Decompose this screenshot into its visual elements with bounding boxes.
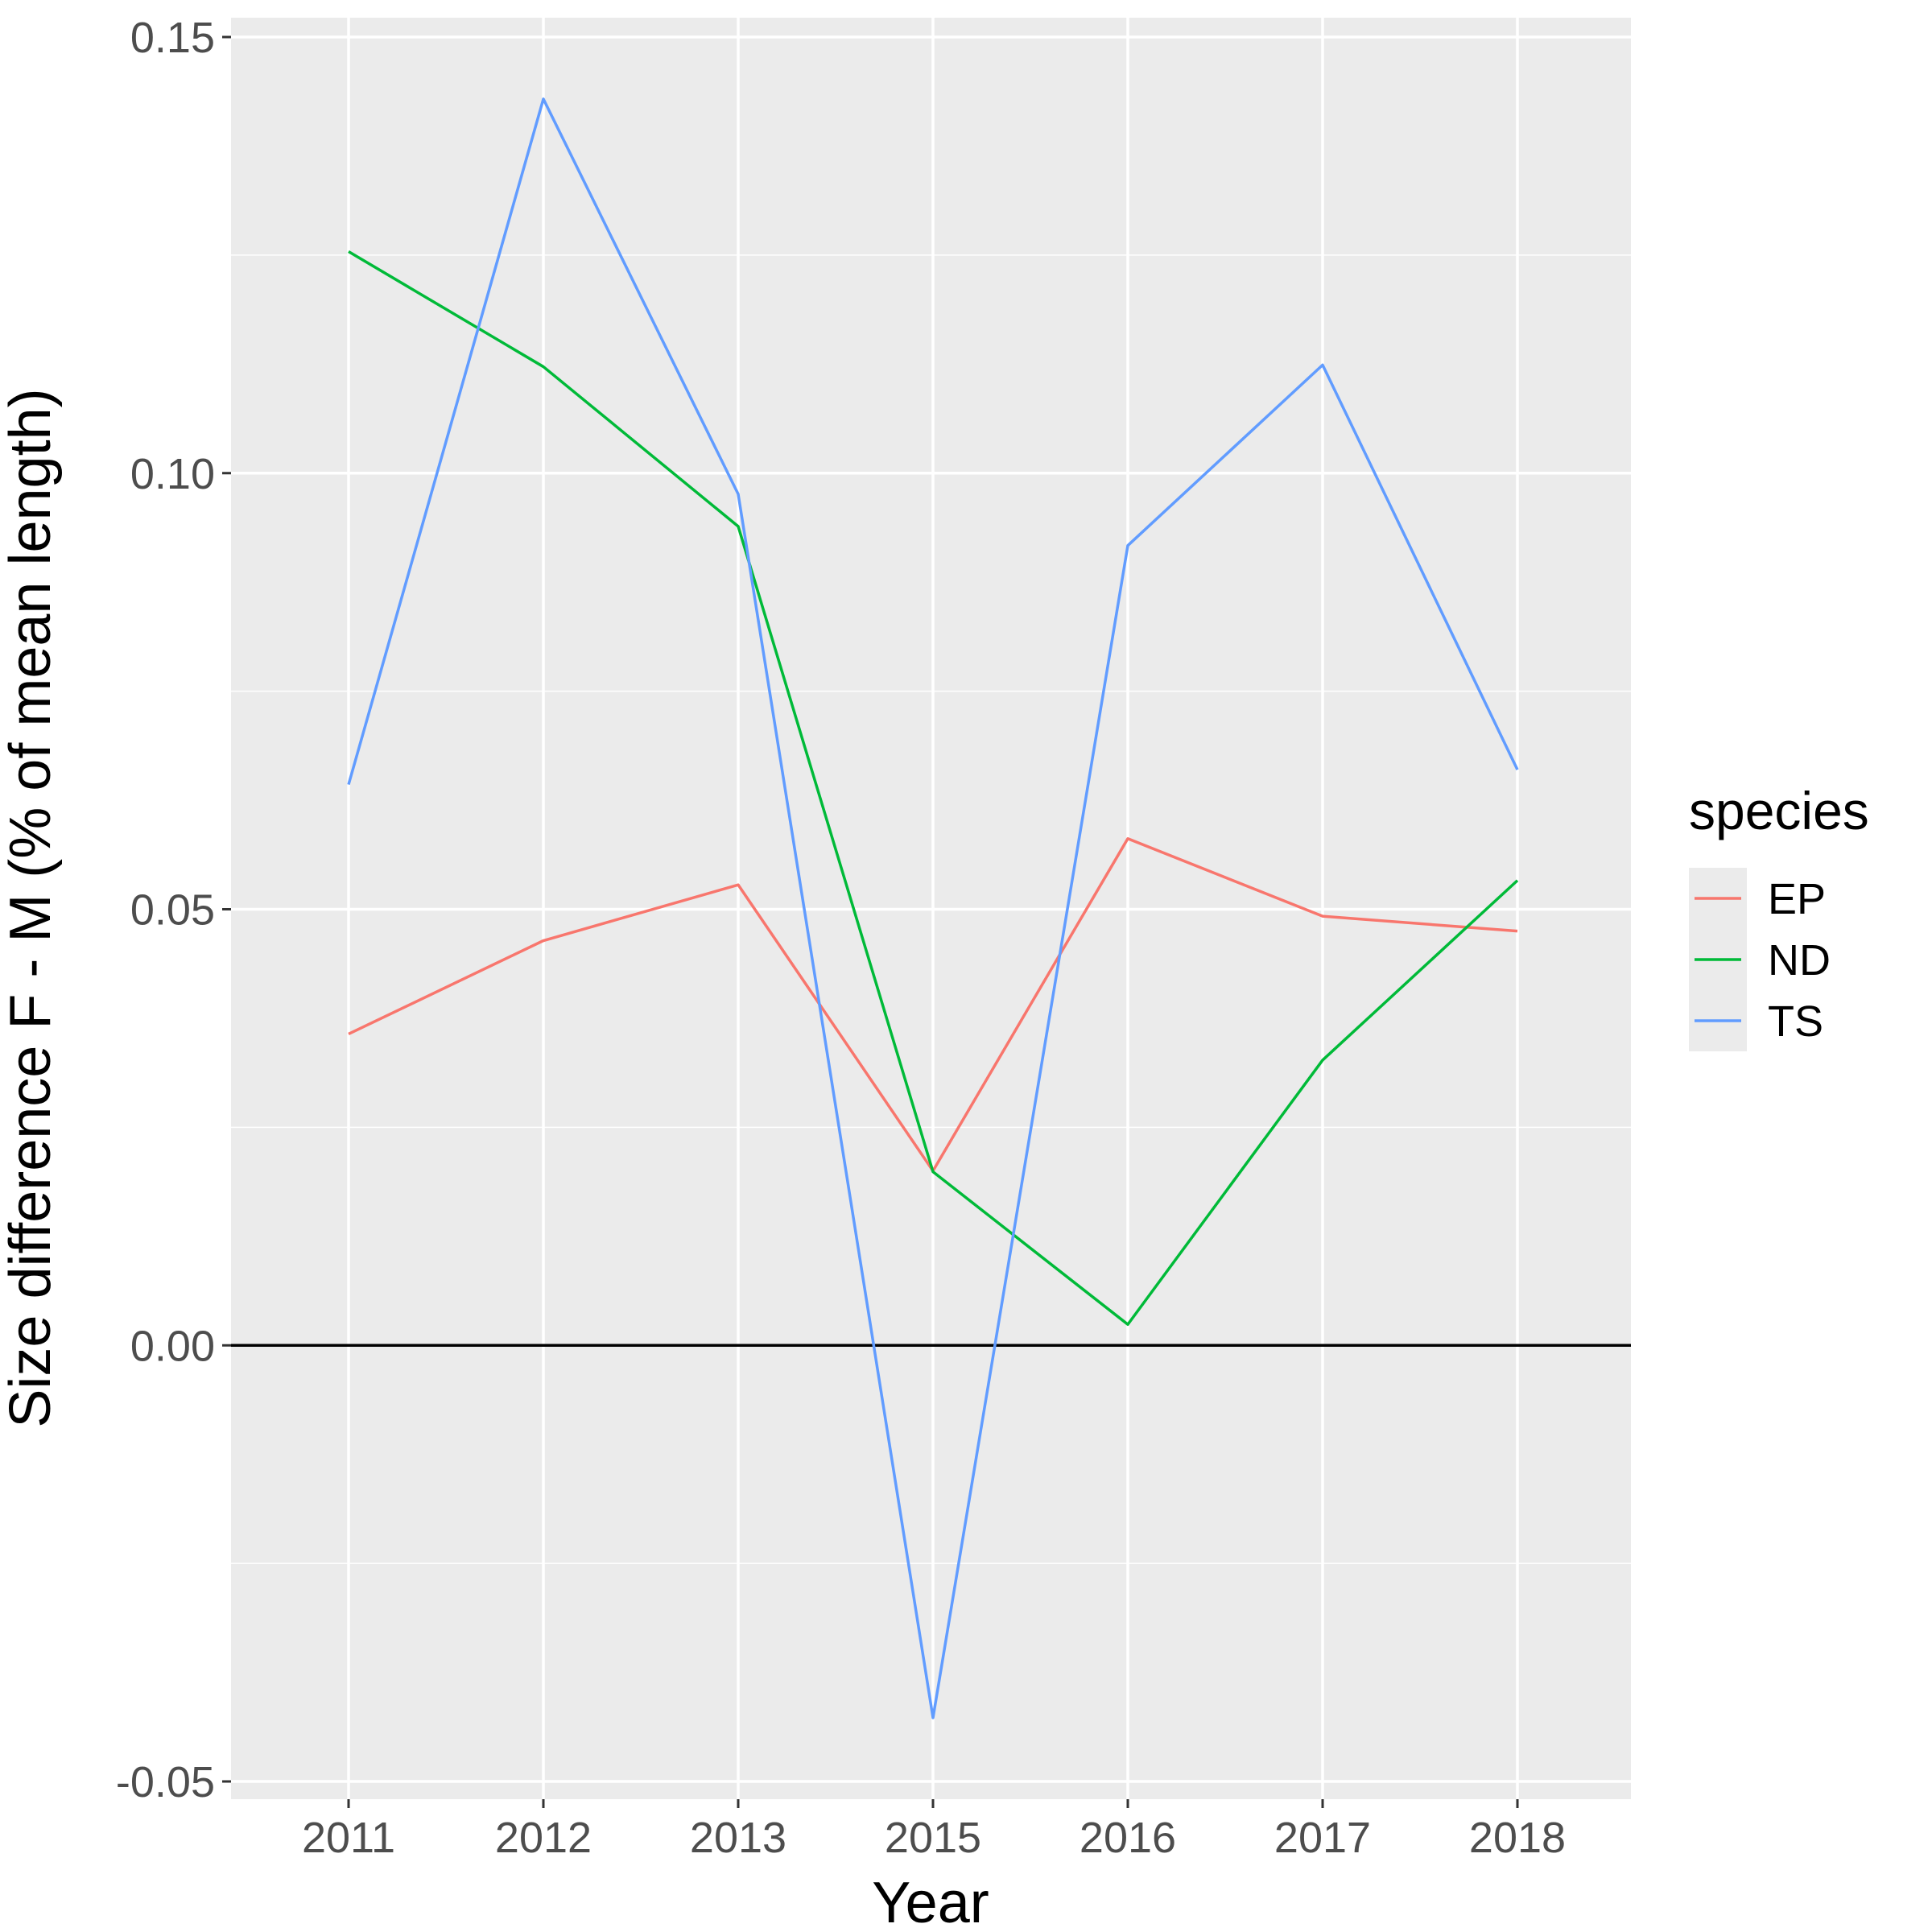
y-tick-label: 0.05 xyxy=(130,886,215,935)
x-tick-label: 2012 xyxy=(495,1814,592,1862)
y-tick-label: 0.00 xyxy=(130,1322,215,1370)
major-gridlines xyxy=(231,18,1631,1799)
series-line-nd xyxy=(348,250,1519,1326)
series-line-ts xyxy=(347,97,1519,1719)
y-tick-label: -0.05 xyxy=(116,1758,215,1806)
legend-items: EP ND TS xyxy=(1689,868,1831,1051)
x-tick-label: 2017 xyxy=(1274,1814,1371,1862)
x-tick-label: 2015 xyxy=(885,1814,981,1862)
legend: species EP ND TS xyxy=(1689,781,1869,1051)
x-tick-label: 2013 xyxy=(690,1814,786,1862)
x-axis-title: Year xyxy=(872,1871,989,1932)
legend-label-nd: ND xyxy=(1768,936,1831,985)
x-tick-label: 2018 xyxy=(1469,1814,1566,1862)
y-axis: -0.05 0.00 0.05 0.10 0.15 xyxy=(116,14,231,1806)
x-axis: 2011 2012 2013 2015 2016 2017 2018 xyxy=(302,1799,1566,1862)
legend-label-ts: TS xyxy=(1768,997,1823,1046)
minor-gridlines xyxy=(231,254,1631,1564)
series-lines xyxy=(347,97,1519,1719)
y-tick-label: 0.10 xyxy=(130,450,215,498)
y-axis-title: Size difference F - M (% of mean length) xyxy=(0,388,63,1427)
legend-title: species xyxy=(1689,781,1869,840)
y-tick-label: 0.15 xyxy=(130,14,215,62)
legend-label-ep: EP xyxy=(1768,875,1826,923)
x-tick-label: 2011 xyxy=(302,1814,395,1862)
x-tick-label: 2016 xyxy=(1080,1814,1176,1862)
